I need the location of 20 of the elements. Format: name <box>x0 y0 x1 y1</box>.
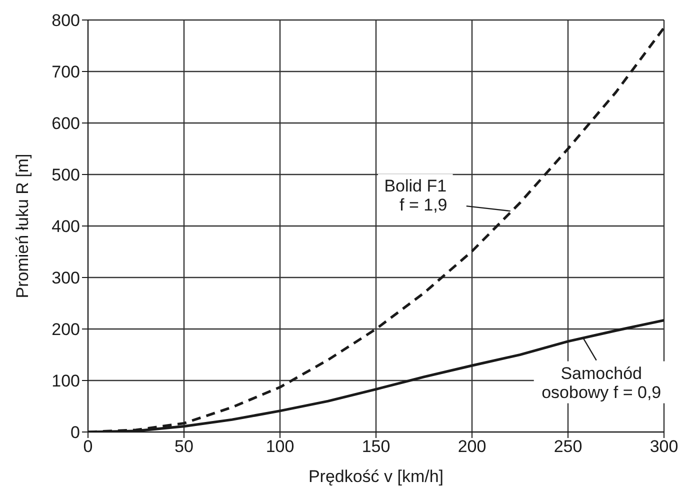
x-tick-label: 250 <box>554 437 582 456</box>
y-tick-label: 700 <box>52 62 80 82</box>
x-tick-label: 100 <box>266 437 294 456</box>
y-axis-title: Promień łuku R [m] <box>13 154 32 298</box>
y-tick-label: 300 <box>52 268 80 288</box>
y-tick-label: 0 <box>70 423 80 442</box>
y-tick-label: 800 <box>52 11 80 30</box>
x-tick-label: 200 <box>458 437 486 456</box>
annotation: Samochód osobowy f = 0,9 <box>542 363 662 402</box>
y-tick-label: 600 <box>52 114 80 134</box>
x-tick-label: 50 <box>174 437 194 456</box>
y-tick-label: 200 <box>52 320 80 340</box>
y-tick-label: 500 <box>52 166 80 185</box>
x-tick-label: 0 <box>83 437 93 456</box>
x-tick-label: 150 <box>362 437 390 456</box>
y-tick-label: 400 <box>52 217 80 236</box>
x-tick-label: 300 <box>650 437 678 456</box>
y-tick-label: 100 <box>52 372 80 391</box>
x-axis-title: Prędkość v [km/h] <box>308 467 444 486</box>
annotation: Bolid F1 f = 1,9 <box>384 176 448 214</box>
